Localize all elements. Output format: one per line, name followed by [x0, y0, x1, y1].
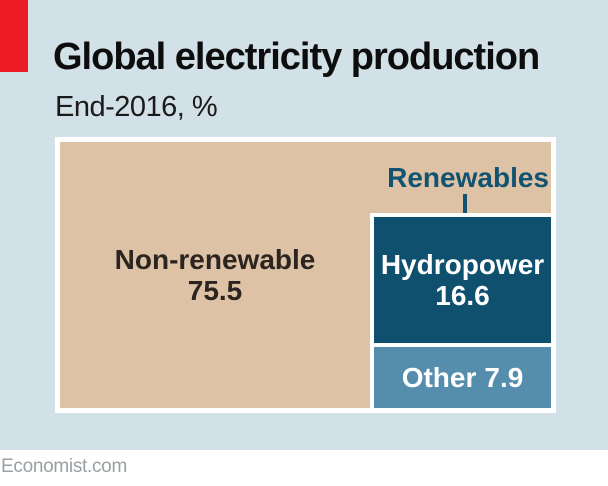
chart-subtitle: End-2016, % [55, 91, 218, 123]
segment-other-value: 7.9 [484, 362, 524, 393]
treemap-plot: Non-renewable 75.5 Renewables Hydropower… [55, 137, 556, 413]
segment-hydropower-label: Hydropower [380, 249, 545, 280]
renewables-connector-line [463, 194, 467, 214]
chart-title: Global electricity production [53, 36, 540, 78]
economist-red-tab [0, 0, 28, 72]
source-attribution: Economist.com [1, 456, 127, 477]
segment-hydropower-value: 16.6 [435, 280, 490, 311]
segment-hydropower: Hydropower 16.6 [370, 213, 551, 343]
renewables-group: Hydropower 16.6 Other 7.9 [370, 213, 551, 408]
segment-non-renewable-value: 75.5 [187, 275, 243, 306]
segment-divider [370, 343, 551, 347]
segment-other: Other 7.9 [370, 347, 551, 408]
segment-non-renewable: Non-renewable 75.5 [60, 142, 370, 408]
segment-other-label: Other [401, 362, 477, 393]
renewables-group-label: Renewables [387, 162, 549, 193]
segment-non-renewable-label: Non-renewable [114, 244, 316, 275]
chart-canvas: Global electricity production End-2016, … [0, 0, 608, 450]
footer-bar: Economist.com [0, 450, 608, 486]
